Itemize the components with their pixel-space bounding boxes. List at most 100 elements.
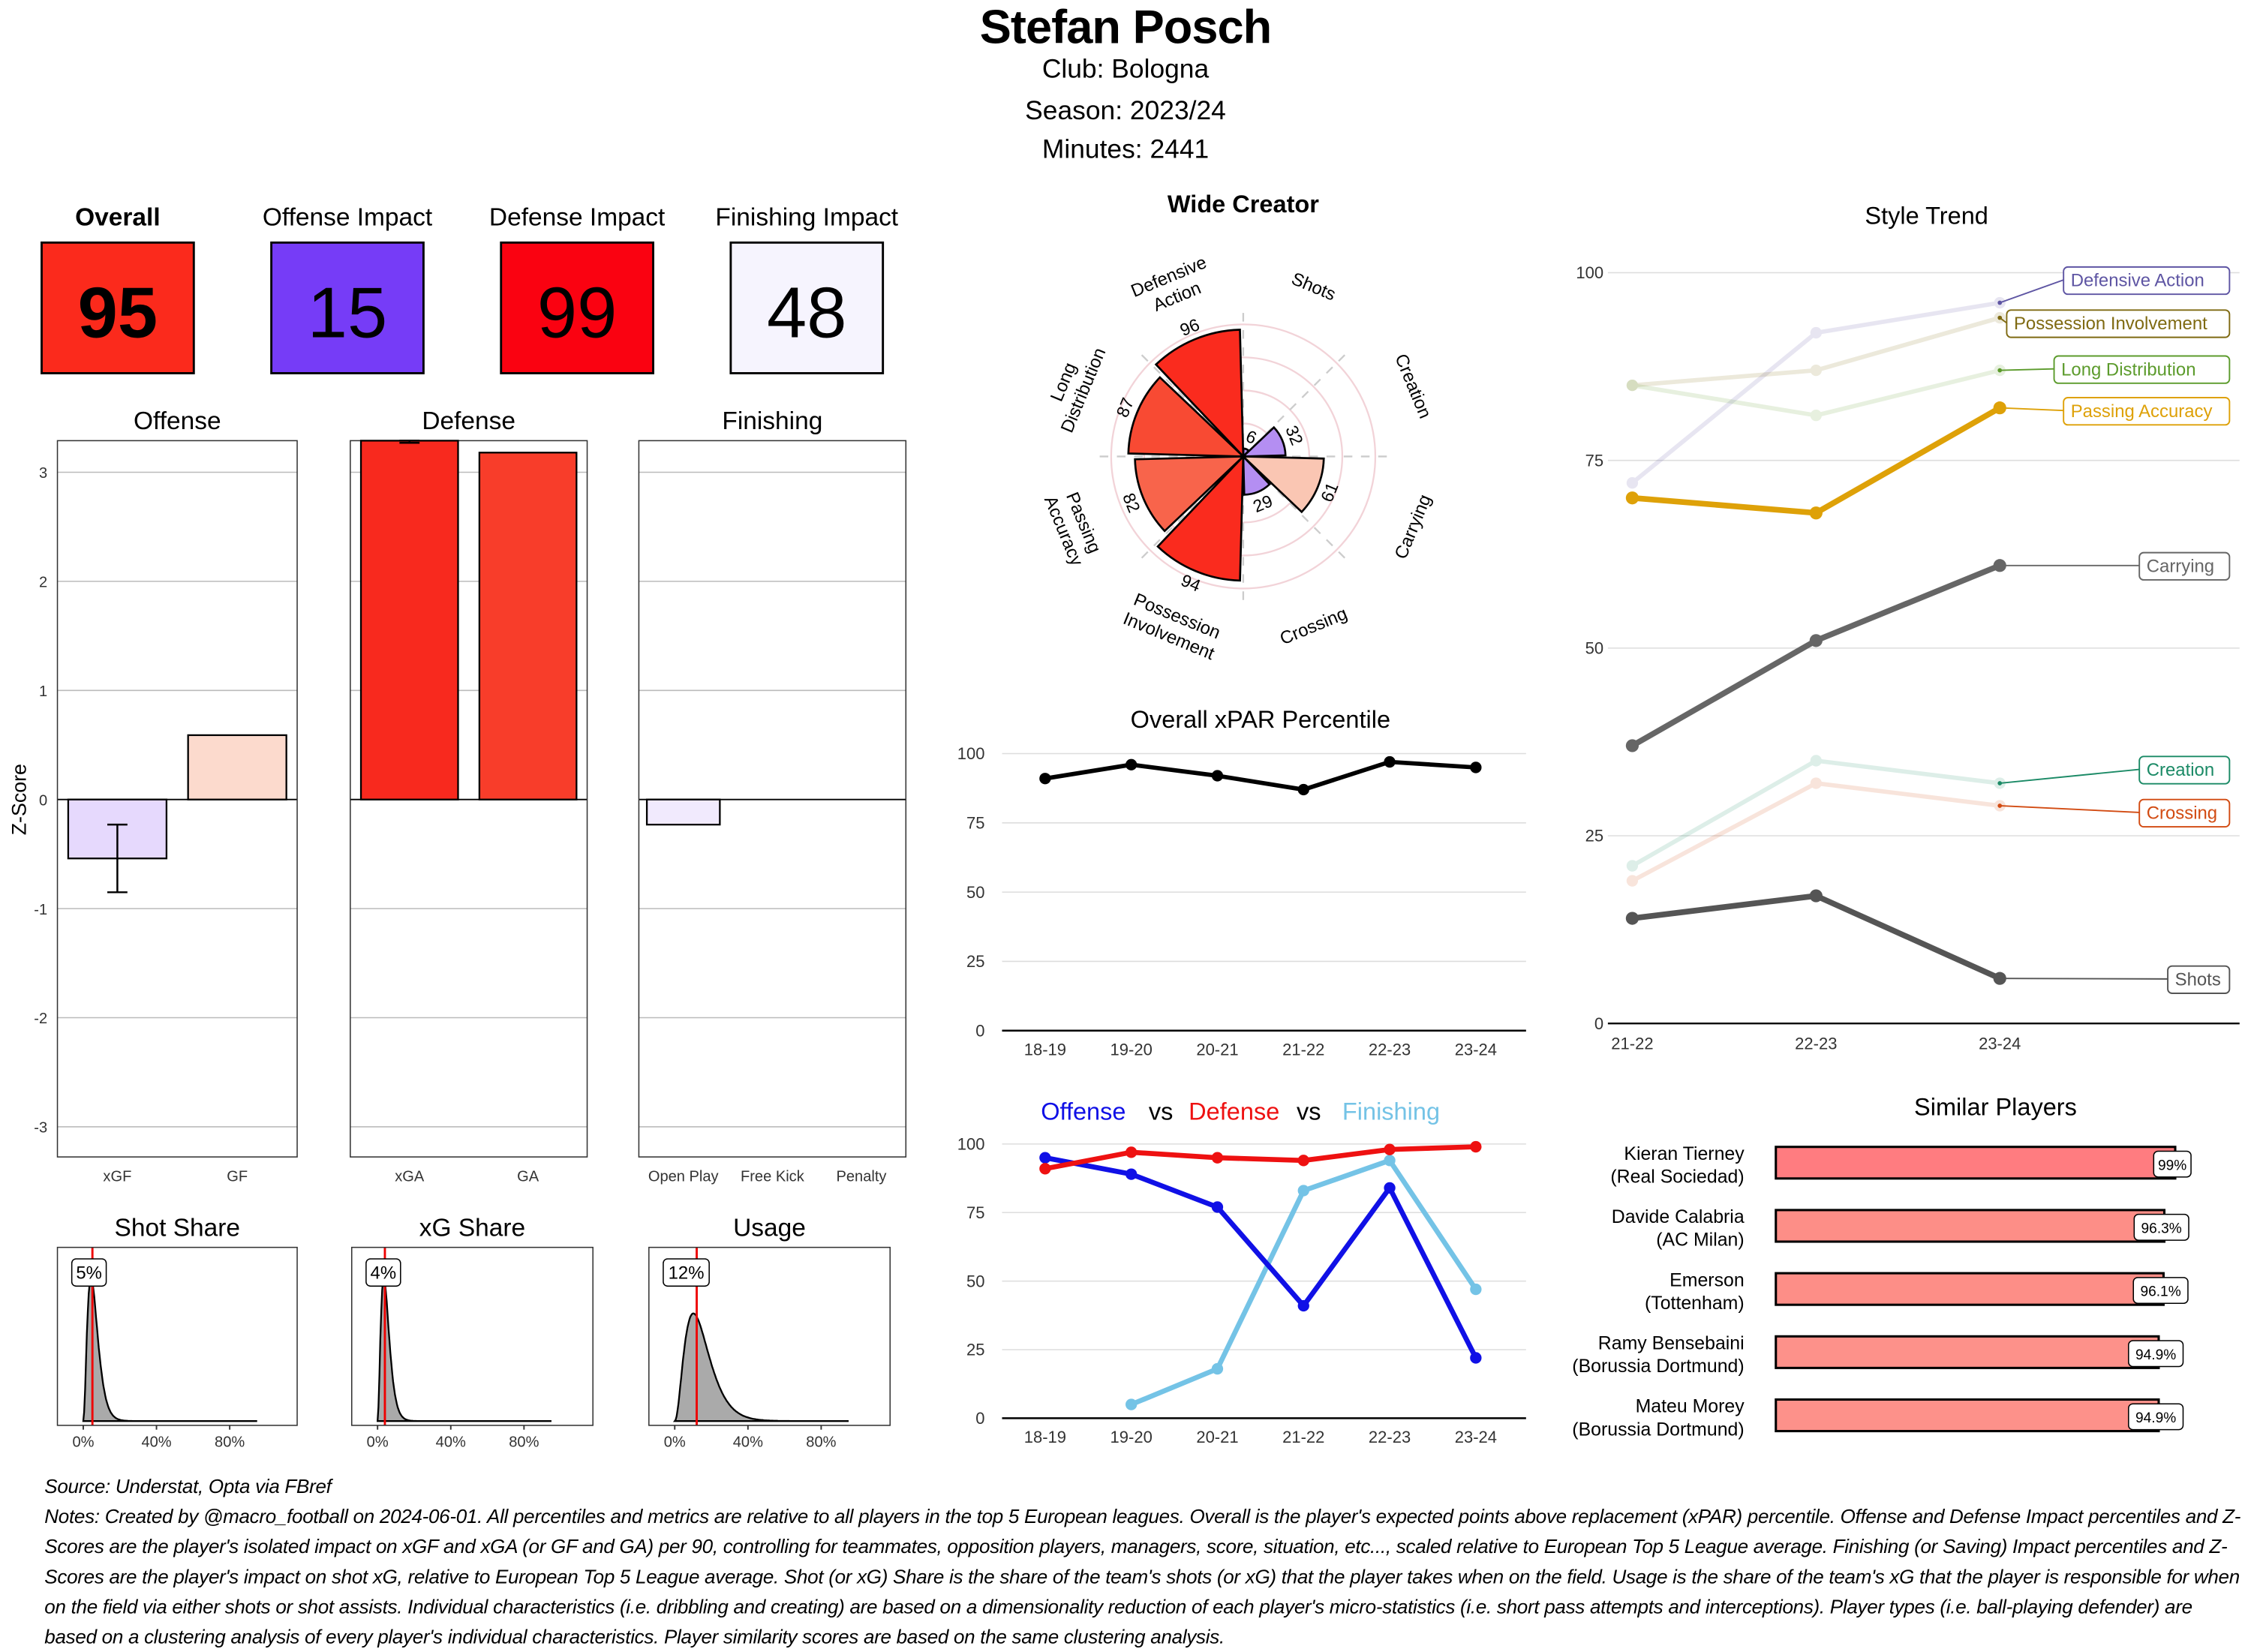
offense-point [1298, 1300, 1309, 1311]
x-tick-label: Penalty [836, 1169, 886, 1185]
title-vs: vs [1297, 1098, 1321, 1125]
offense-point [1126, 1168, 1137, 1179]
x-tick-label: 80% [509, 1434, 539, 1451]
radar-category-label: Crossing [1277, 603, 1350, 649]
finishing-point [1126, 1398, 1137, 1410]
x-tick-label: 21-22 [1282, 1428, 1324, 1446]
long-distribution-line [1632, 371, 2000, 416]
shots-line [1632, 896, 2000, 978]
passing-accuracy-point [1810, 506, 1823, 519]
defense-point [1126, 1146, 1137, 1158]
y-tick-label: -2 [34, 1011, 47, 1027]
x-tick-label: 23-24 [1455, 1040, 1497, 1059]
x-tick-label: xGF [103, 1169, 131, 1185]
radar-category-label: Shots [1288, 269, 1339, 305]
xpar-point [1039, 773, 1050, 784]
x-tick-label: Free Kick [741, 1169, 805, 1185]
radar-category-label: Carrying [1391, 491, 1436, 562]
defense-point [1470, 1141, 1481, 1152]
defense-point [1039, 1163, 1050, 1174]
radar-value-label: 29 [1250, 491, 1276, 516]
xpar-title: Overall xPAR Percentile [1131, 706, 1390, 733]
similarity-bar [1776, 1147, 2175, 1179]
similar-players-chart: Similar Players Kieran Tierney(Real Soci… [1572, 1094, 2191, 1440]
footer: Source: Understat, Opta via FBref Notes:… [44, 1471, 2240, 1652]
finishing-point [1470, 1284, 1481, 1295]
radar-category-label: DefensiveAction [1128, 252, 1218, 321]
long-distribution-point [1627, 380, 1638, 391]
similarity-bar [1776, 1210, 2165, 1242]
possession-involvement-series [1627, 312, 2006, 391]
zscore-bar [188, 735, 287, 800]
panel-title: Usage [733, 1214, 806, 1242]
methodology-notes: Notes: Created by @macro_football on 202… [44, 1501, 2240, 1652]
x-tick-label: 40% [733, 1434, 763, 1451]
x-tick-label: 20-21 [1196, 1428, 1238, 1446]
offense-point [1470, 1352, 1481, 1363]
radar-category-label: PossessionInvolvement [1120, 588, 1226, 664]
panel-title: Shot Share [115, 1214, 240, 1242]
density-area [83, 1278, 257, 1422]
x-tick-label: 80% [806, 1434, 836, 1451]
x-tick-label: 21-22 [1611, 1035, 1653, 1053]
defensive-action-label-connector [2000, 280, 2063, 302]
x-tick-label: GF [227, 1169, 248, 1185]
similar-players-title: Similar Players [1914, 1094, 2077, 1121]
similarity-bar [1776, 1399, 2159, 1431]
percentile-value: 15 [308, 273, 387, 353]
possession-involvement-label: Possession Involvement [2014, 314, 2207, 334]
player-name: Mateu Morey [1636, 1396, 1745, 1417]
similarity-label: 94.9% [2135, 1410, 2176, 1426]
carrying-point [1810, 634, 1823, 647]
percentile-value: 95 [78, 273, 158, 353]
y-tick-label: 2 [39, 575, 47, 591]
y-tick-label: 0 [1594, 1014, 1603, 1033]
x-tick-label: GA [517, 1169, 539, 1185]
label-line: Shots [1288, 269, 1339, 305]
title-defense: Defense [1189, 1098, 1279, 1125]
x-tick-label: Open Play [648, 1169, 719, 1185]
x-tick-label: 23-24 [1979, 1035, 2021, 1053]
creation-point [1811, 755, 1822, 766]
crossing-point [1811, 777, 1822, 788]
x-tick-label: 0% [664, 1434, 686, 1451]
y-tick-label: -3 [34, 1120, 47, 1137]
y-tick-label: -1 [34, 902, 47, 918]
y-tick-label: 75 [966, 813, 984, 832]
similarity-label: 96.3% [2141, 1221, 2182, 1237]
y-tick-label: 0 [975, 1409, 984, 1428]
shots-point [1810, 889, 1823, 902]
defense-point [1384, 1144, 1395, 1155]
similarity-bar [1776, 1336, 2159, 1368]
y-tick-label: 25 [1585, 827, 1603, 846]
y-tick-label: 100 [957, 1135, 985, 1154]
offense-point [1384, 1182, 1395, 1194]
panel-title: Finishing [722, 407, 822, 435]
crossing-series [1627, 777, 2006, 886]
x-tick-label: 19-20 [1110, 1428, 1153, 1446]
y-tick-label: 100 [957, 744, 985, 763]
defense-line [1045, 1147, 1476, 1169]
y-tick-label: 1 [39, 683, 47, 700]
xpar-point [1126, 759, 1137, 770]
shots-label: Shots [2175, 969, 2221, 990]
player-team: (Borussia Dortmund) [1572, 1356, 1744, 1377]
y-tick-label: 3 [39, 465, 47, 482]
title-vs: vs [1149, 1098, 1174, 1125]
finishing-line [1132, 1161, 1476, 1404]
radar-category-label: LongDistribution [1037, 337, 1110, 436]
defense-point [1298, 1155, 1309, 1166]
x-tick-label: 0% [367, 1434, 389, 1451]
xpar-point [1470, 761, 1481, 773]
offense-line [1045, 1158, 1476, 1358]
style-trend-title: Style Trend [1865, 202, 1988, 229]
radar-title: Wide Creator [1168, 191, 1319, 218]
similarity-label: 96.1% [2140, 1284, 2180, 1300]
zscore-bar [479, 452, 576, 799]
radar-category-label: Creation [1390, 351, 1435, 422]
x-tick-label: xGA [395, 1169, 425, 1185]
